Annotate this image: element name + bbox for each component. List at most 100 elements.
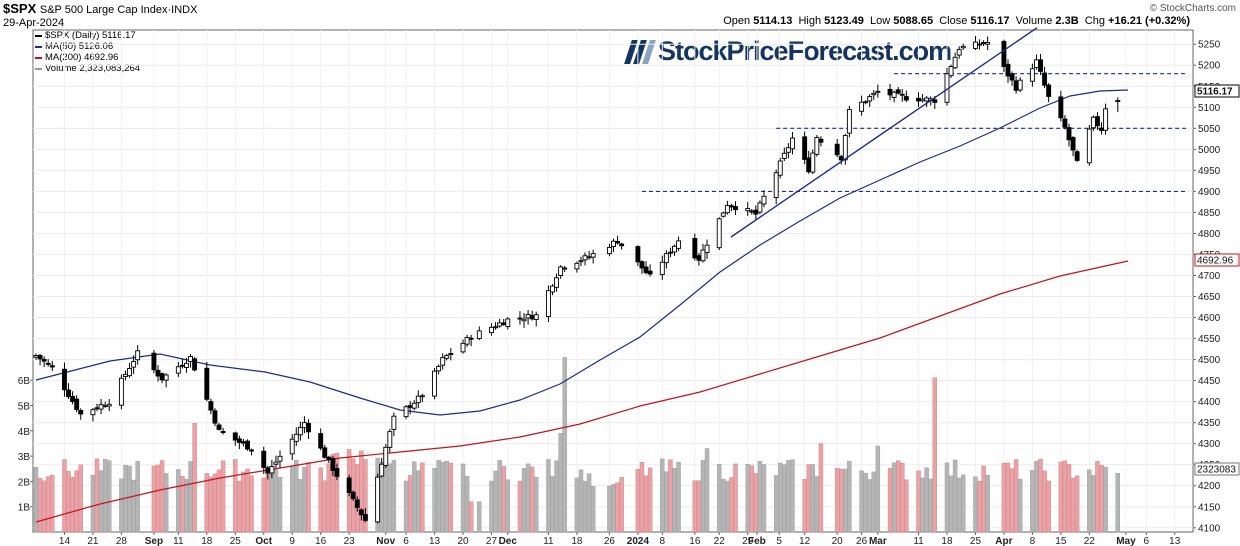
candle-body <box>1005 63 1011 77</box>
candle-body <box>663 253 669 264</box>
x-tick-label: 29 <box>742 536 754 546</box>
candle-body <box>293 433 299 442</box>
volume-bar <box>94 458 100 533</box>
volume-bar <box>834 467 840 533</box>
x-tick-label: Dec <box>499 536 518 546</box>
volume-bar <box>558 433 563 533</box>
chart-symbol: $SPX S&P 500 Large Cap Index·INDX <box>3 1 198 16</box>
volume-axis: 1B 2B 3B 4B 5B 6B <box>18 376 33 514</box>
volume-bar <box>647 467 653 533</box>
candle-body <box>216 424 222 430</box>
x-tick-label: 11 <box>543 536 554 546</box>
candle-body <box>574 262 580 270</box>
volume-bar <box>806 464 811 533</box>
x-tick-label: 28 <box>116 536 128 546</box>
candle-body <box>322 447 328 458</box>
x-tick-label: 20 <box>832 536 844 546</box>
y-tick-label: 4650 <box>1198 292 1221 303</box>
x-tick-label: 6 <box>403 536 409 546</box>
x-tick-label: 2024 <box>627 536 650 546</box>
volume-bar <box>814 476 820 533</box>
candle-body <box>838 156 844 161</box>
candle-body <box>379 463 385 477</box>
candle-body <box>123 373 128 377</box>
candle-body <box>90 409 96 416</box>
candle-body <box>952 56 958 69</box>
candle-body <box>932 99 938 103</box>
volume-bar <box>135 461 140 533</box>
volume-bar <box>334 452 340 533</box>
change-value: +16.21 (+0.32%) <box>1108 15 1190 27</box>
volume-bar <box>525 463 531 533</box>
volume-bar <box>700 459 706 533</box>
candle-body <box>700 249 706 262</box>
volume-bar <box>778 462 783 533</box>
candle-body <box>676 240 682 249</box>
x-tick-label: Nov <box>376 536 395 546</box>
y-tick-label: 4950 <box>1198 166 1221 177</box>
volume-bar <box>692 480 698 533</box>
volume-bar <box>546 459 551 533</box>
volume-bar <box>729 477 734 533</box>
volume-bar <box>749 465 754 533</box>
volume-bar <box>660 458 665 533</box>
volume-bar <box>70 477 75 533</box>
volume-bar <box>98 470 104 533</box>
candle-body <box>635 246 641 263</box>
candle-body <box>497 322 503 327</box>
candle-body <box>859 101 865 112</box>
volume-bar <box>62 459 67 533</box>
y-tick-label: 4300 <box>1198 439 1221 450</box>
candle-body <box>448 353 454 355</box>
candle-body <box>948 66 954 77</box>
candle-body <box>517 317 523 320</box>
candle-body <box>550 285 555 293</box>
candle-body <box>615 241 621 244</box>
volume-bar <box>1115 473 1120 533</box>
candle-body <box>391 415 397 430</box>
candle-body <box>785 147 791 153</box>
candle-body <box>818 138 824 143</box>
x-tick-label: 9 <box>289 536 295 546</box>
candle-body <box>375 476 381 523</box>
volume-bar <box>521 468 527 533</box>
volume-bar <box>159 460 165 533</box>
candle-body <box>863 101 869 104</box>
candle-body <box>985 42 991 45</box>
volume-bar <box>773 475 779 533</box>
y-tick-label: 5100 <box>1198 103 1221 114</box>
candle-body <box>834 143 840 156</box>
symbol-ticker: $SPX <box>3 1 37 16</box>
volume-bar <box>220 460 226 533</box>
volume-bar <box>1017 478 1023 533</box>
candle-body <box>188 356 193 362</box>
candle-body <box>78 409 84 415</box>
volume-bar <box>944 462 950 533</box>
candle-body <box>1001 41 1007 67</box>
volume-bar <box>407 475 413 533</box>
volume-bar <box>497 460 502 533</box>
candle-body <box>1038 59 1043 72</box>
volume-bar <box>875 445 881 533</box>
candle-body <box>895 89 901 94</box>
candle-body <box>720 212 726 217</box>
volume-bar <box>948 475 954 533</box>
candle-body <box>432 370 438 397</box>
x-tick-label: 16 <box>689 536 701 546</box>
candle-body <box>1009 73 1015 81</box>
candle-body <box>184 362 189 368</box>
candle-body <box>98 404 104 410</box>
symbol-name: S&P 500 Large Cap Index <box>39 4 168 16</box>
volume-bar <box>973 476 978 533</box>
candle-body <box>525 314 531 319</box>
volume-bar <box>131 479 136 533</box>
x-tick-label: 11 <box>913 536 924 546</box>
volume-bar <box>448 462 454 533</box>
volume-bar <box>1087 469 1092 533</box>
candle-body <box>920 98 926 102</box>
candle-body <box>70 395 76 402</box>
volume-bar <box>1034 460 1039 533</box>
volume-bar <box>204 473 210 533</box>
x-tick-label: Apr <box>995 536 1012 546</box>
volume-bar <box>619 477 624 533</box>
